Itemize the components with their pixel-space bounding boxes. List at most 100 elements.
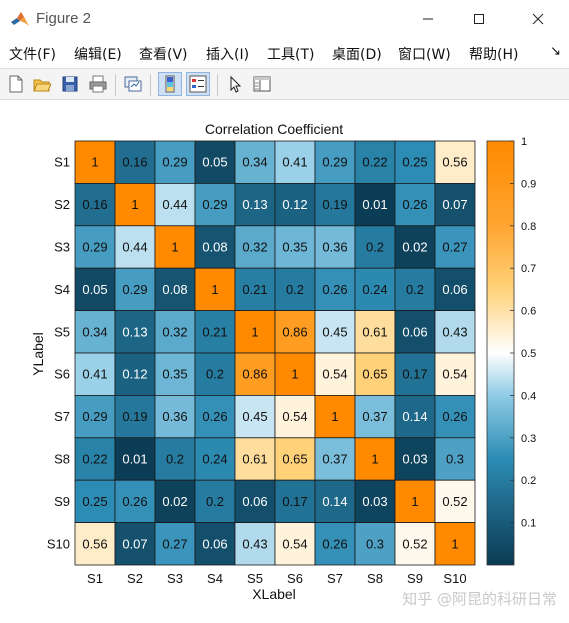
heatmap-cell-value: 0.06 [402, 324, 427, 339]
heatmap-cell-value: 0.06 [202, 536, 227, 551]
menu-desktop[interactable]: 桌面(D) [332, 47, 382, 63]
menu-view[interactable]: 查看(V) [139, 47, 188, 63]
legend-toggle-button[interactable] [186, 72, 210, 96]
heatmap-cell-value: 0.56 [442, 155, 467, 170]
heatmap-cell-value: 0.06 [242, 494, 267, 509]
close-icon [532, 13, 544, 25]
heatmap-cell-value: 0.26 [202, 409, 227, 424]
y-tick-labels: S1 S2 S3 S4 S5 S6 S7 S8 S9 S10 [47, 155, 70, 552]
heatmap-cell-value: 0.02 [402, 240, 427, 255]
menu-edit[interactable]: 编辑(E) [74, 47, 122, 63]
matlab-logo-icon [10, 9, 30, 29]
link-plot-button[interactable] [121, 72, 145, 96]
heatmap-cell-value: 0.54 [322, 367, 347, 382]
menu-insert[interactable]: 插入(I) [206, 47, 250, 63]
heatmap-cell [114, 522, 156, 566]
property-inspector-button[interactable] [250, 72, 274, 96]
menu-help[interactable]: 帮助(H) [469, 47, 519, 63]
heatmap-cell [274, 267, 316, 311]
heatmap-cell [154, 225, 196, 269]
heatmap-cell [194, 522, 236, 566]
heatmap-cell-value: 1 [131, 197, 138, 212]
heatmap-cell-value: 0.21 [202, 324, 227, 339]
heatmap-cell-value: 0.34 [242, 155, 267, 170]
heatmap-cell-value: 0.45 [242, 409, 267, 424]
heatmap-cell [394, 394, 436, 439]
heatmap-cell-value: 0.22 [82, 452, 107, 467]
heatmap-cell-value: 0.21 [242, 282, 267, 297]
x-tick-label: S7 [327, 571, 343, 586]
y-tick-label: S5 [54, 324, 70, 339]
heatmap-cell [394, 183, 436, 227]
menu-window[interactable]: 窗口(W) [398, 47, 451, 63]
heatmap-cell [154, 352, 196, 396]
colorbar-tick-label: 0.7 [521, 263, 536, 275]
heatmap-cell [434, 522, 476, 566]
heatmap-cell [114, 437, 156, 481]
colorbar [486, 140, 515, 566]
close-button[interactable] [515, 4, 561, 34]
new-figure-button[interactable] [4, 72, 28, 96]
toolbar-overflow-icon[interactable]: ↘ [550, 44, 561, 59]
menu-tools[interactable]: 工具(T) [267, 47, 315, 63]
heatmap-cell [114, 225, 156, 269]
heatmap-cell-value: 0.16 [122, 155, 147, 170]
heatmap-cell-value: 0.29 [162, 155, 187, 170]
colorbar-tick-label: 0.2 [521, 475, 536, 487]
heatmap-cell-value: 0.26 [442, 409, 467, 424]
heatmap-cell [354, 394, 396, 439]
heatmap-cell-value: 0.26 [322, 282, 347, 297]
heatmap-cell-value: 0.27 [442, 240, 467, 255]
heatmap-cell [354, 522, 396, 566]
heatmap-chart: Correlation Coefficient 1 0.16 0.29 0.05 0.3… [30, 121, 536, 602]
menu-file[interactable]: 文件(F) [9, 47, 56, 63]
heatmap-cell [394, 437, 436, 481]
figure-canvas: Correlation Coefficient 1 0.16 0.29 0.05 0.3… [0, 100, 569, 623]
colorbar-toggle-button[interactable] [158, 72, 182, 96]
pointer-icon [230, 75, 242, 93]
heatmap-cell [74, 183, 116, 227]
save-button[interactable] [58, 72, 82, 96]
heatmap-cell [194, 267, 236, 311]
heatmap-cell [434, 394, 476, 439]
heatmap-cell [194, 394, 236, 439]
maximize-button[interactable] [456, 4, 502, 34]
minimize-button[interactable] [405, 4, 451, 34]
heatmap-cell-value: 0.35 [162, 367, 187, 382]
heatmap-cell [114, 394, 156, 439]
heatmap-cell [154, 437, 196, 481]
open-file-button[interactable] [30, 72, 54, 96]
y-tick-label: S8 [54, 452, 70, 467]
heatmap-cell [394, 310, 436, 354]
heatmap-cell-value: 0.12 [122, 367, 147, 382]
heatmap-cell-value: 0.52 [442, 494, 467, 509]
heatmap-cell [354, 352, 396, 396]
heatmap-cell-value: 0.65 [282, 452, 307, 467]
heatmap-cell-value: 0.26 [122, 494, 147, 509]
heatmap-cell-value: 0.01 [122, 452, 147, 467]
x-tick-label: S4 [207, 571, 223, 586]
minimize-icon [423, 18, 433, 20]
save-icon [62, 76, 78, 92]
heatmap-cell-value: 0.02 [162, 494, 187, 509]
heatmap-cell [114, 310, 156, 354]
colorbar-tick-label: 0.3 [521, 433, 536, 445]
heatmap-cell [274, 437, 316, 481]
link-plot-icon [124, 76, 142, 92]
heatmap-cell-value: 0.17 [282, 494, 307, 509]
heatmap-cell-value: 0.07 [122, 536, 147, 551]
y-axis-label: YLabel [30, 332, 46, 376]
print-button[interactable] [86, 72, 110, 96]
heatmap-cell [274, 522, 316, 566]
new-figure-icon [9, 75, 23, 93]
heatmap-cell-value: 0.3 [366, 536, 384, 551]
heatmap-cell-value: 1 [371, 452, 378, 467]
heatmap-cell-value: 0.25 [82, 494, 107, 509]
x-tick-label: S1 [87, 571, 103, 586]
heatmap-cell-value: 0.41 [82, 367, 107, 382]
heatmap-cell [114, 183, 156, 227]
heatmap-cell-value: 0.05 [202, 155, 227, 170]
heatmap-cell-value: 0.52 [402, 536, 427, 551]
pointer-button[interactable] [224, 72, 248, 96]
window-title: Figure 2 [36, 10, 92, 27]
